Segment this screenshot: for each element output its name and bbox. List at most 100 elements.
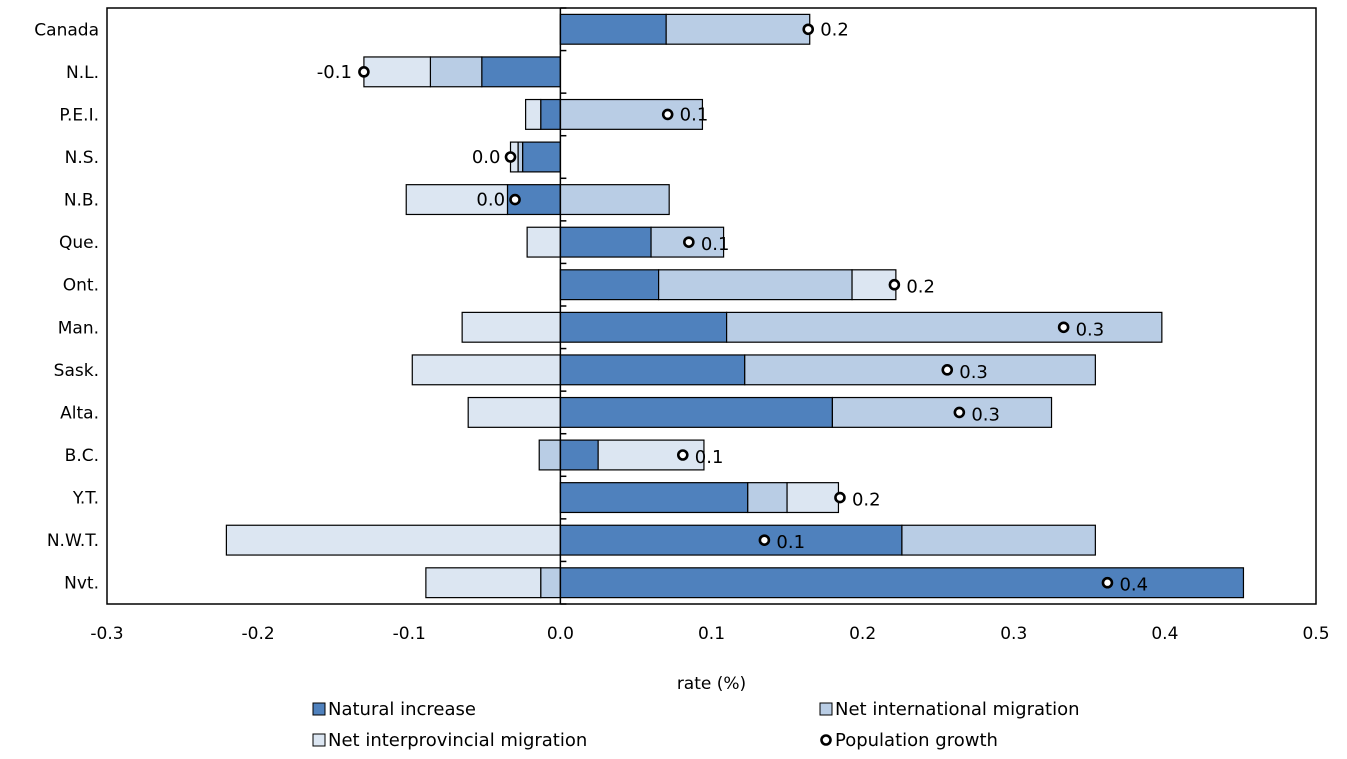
y-tick-label: N.B. [64,191,99,211]
legend-swatch-1 [312,702,326,716]
legend-label-3: Net interprovincial migration [328,730,587,751]
x-tick-label: 0.4 [1151,624,1178,644]
x-tick-label: -0.3 [90,624,123,644]
growth-marker-11 [676,449,689,461]
growth-label-10: 0.3 [971,404,1000,425]
x-axis-title: rate (%) [677,674,746,694]
data-labels-layer: 0.2 -0.1 0.1 0.0 0.0 0.1 0.2 0.3 0.3 0.3 0.1 0.2 0.1… [317,19,1148,595]
legend: Natural increase Net international migrat… [312,699,1080,751]
bar-1-2 [481,56,561,88]
growth-label-12: 0.2 [852,490,881,511]
y-tick-label: Alta. [60,403,99,423]
bar-3-8 [461,311,561,343]
growth-label-14: 0.4 [1119,575,1148,596]
growth-marker-12 [834,491,846,504]
bar-1-9 [559,354,746,386]
bar-3-9 [411,354,561,386]
bar-1-10 [559,396,833,428]
x-axis-labels: -0.3 -0.2 -0.1 0.0 0.1 0.2 0.3 0.4 0.5 [90,624,1329,644]
bar-2-10 [831,396,1053,428]
growth-label-9: 0.3 [959,362,988,383]
growth-marker-3 [661,108,674,121]
bar-2-7 [658,269,853,301]
y-tick-label: Y.T. [72,489,99,509]
growth-label-13: 0.1 [776,532,805,553]
bar-3-2 [363,56,432,88]
bar-2-1 [665,13,811,45]
y-tick-label: N.W.T. [47,531,99,551]
growth-marker-5 [509,193,521,206]
growth-marker-7 [888,278,901,291]
x-tick-label: 0.0 [547,624,574,644]
bar-1-8 [559,311,728,343]
y-tick-label: N.S. [65,148,99,168]
x-tick-label: 0.5 [1302,624,1329,644]
bar-2-12 [747,482,788,514]
y-tick-label: N.L. [66,63,99,83]
bar-3-3 [525,98,542,130]
growth-label-11: 0.1 [695,447,724,468]
growth-marker-9 [941,364,954,376]
bar-3-13 [225,524,561,556]
y-tick-label: B.C. [65,446,99,466]
bar-1-12 [559,482,749,514]
bar-3-12 [786,482,840,514]
bar-2-13 [901,524,1096,556]
growth-label-6: 0.1 [701,234,730,255]
bar-2-9 [744,354,1096,386]
bar-3-6 [526,226,561,258]
legend-label-4: Population growth [835,730,998,751]
y-tick-label: Que. [59,233,99,253]
growth-label-7: 0.2 [906,277,935,298]
bar-1-3 [540,98,561,130]
population-growth-layer [358,23,1114,589]
bar-1-13 [559,524,903,556]
growth-label-8: 0.3 [1076,319,1105,340]
bar-2-5 [559,184,670,216]
y-axis-labels: Canada N.L. P.E.I. N.S. N.B. Que. Ont. Man. Sask… [34,20,99,593]
bar-3-14 [425,567,542,599]
x-tick-label: 0.3 [1000,624,1027,644]
bar-1-7 [559,269,660,301]
bar-2-4 [517,141,524,173]
x-tick-label: -0.2 [242,624,275,644]
growth-marker-4 [504,151,517,163]
growth-label-2: -0.1 [317,62,352,83]
growth-marker-8 [1057,321,1070,334]
x-tick-label: 0.1 [698,624,725,644]
bar-1-6 [559,226,652,258]
y-axis-ticks [560,7,567,605]
growth-marker-2 [358,66,370,78]
bar-1-11 [559,439,599,471]
growth-label-3: 0.1 [680,104,709,125]
legend-swatch-3 [312,733,326,747]
bar-1-1 [559,13,667,45]
y-tick-label: Ont. [63,276,99,296]
growth-marker-10 [953,406,966,419]
growth-marker-14 [1101,576,1114,589]
x-tick-label: 0.2 [849,624,876,644]
growth-label-1: 0.2 [820,19,849,40]
legend-marker-growth [820,734,832,746]
y-tick-label: Sask. [54,361,99,381]
y-tick-label: Man. [58,318,99,338]
y-tick-label: Nvt. [64,574,99,594]
legend-label-2: Net international migration [835,699,1080,720]
x-tick-label: -0.1 [393,624,426,644]
plot-area [106,7,1317,605]
bar-3-5 [405,184,509,216]
bar-1-4 [521,141,561,173]
bar-2-3 [559,98,704,130]
bar-2-8 [726,311,1163,343]
legend-label-1: Natural increase [328,699,476,720]
bar-3-10 [467,396,561,428]
legend-swatch-2 [819,702,833,716]
bar-2-11 [538,439,561,471]
bar-2-14 [540,567,561,599]
growth-marker-13 [758,534,771,546]
growth-marker-1 [802,23,815,36]
bars-layer [225,13,1245,599]
bar-2-2 [429,56,483,88]
growth-label-5: 0.0 [476,190,505,211]
